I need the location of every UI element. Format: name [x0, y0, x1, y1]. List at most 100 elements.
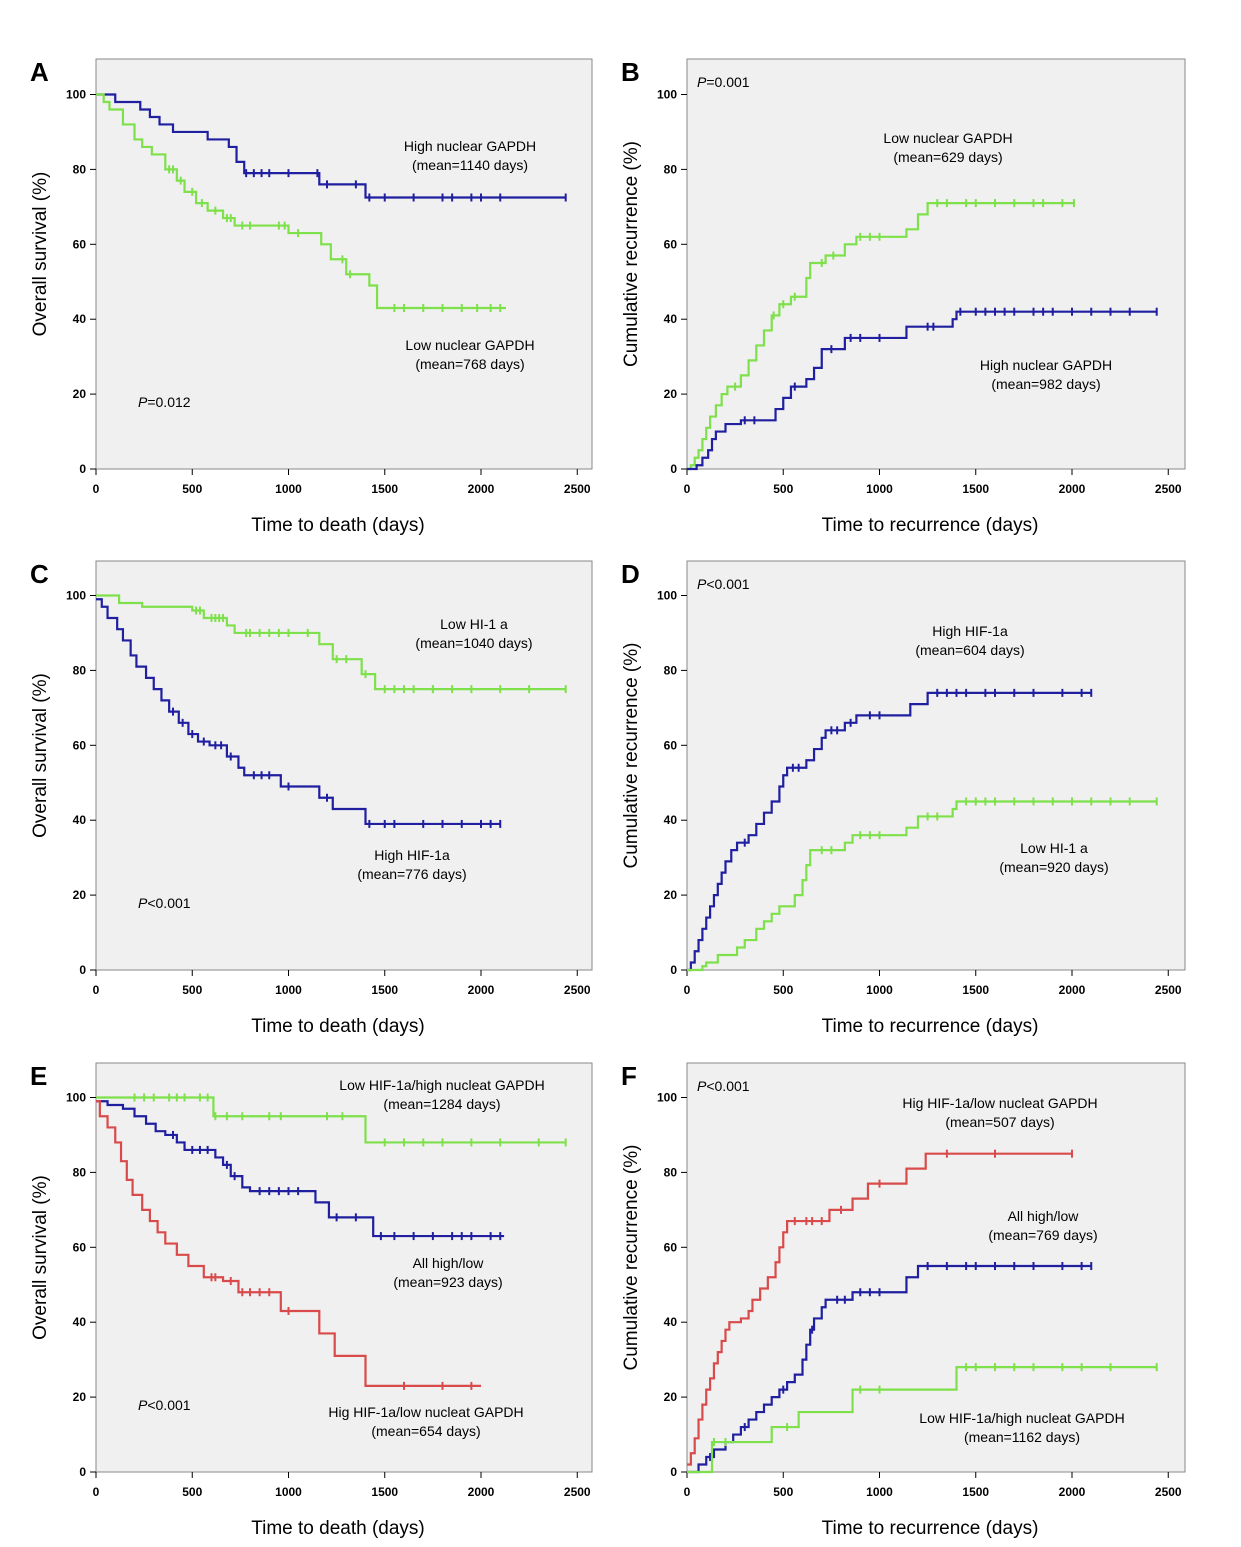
panel-letter: B	[621, 57, 640, 87]
p-value-letter: P	[138, 394, 148, 410]
panel-e: E 0 500 1000 1500 2000 2500 0 20 40 60 80 100 Time to…	[30, 1061, 593, 1539]
series-mean-label: (mean=1040 days)	[415, 635, 532, 651]
series-mean-label: (mean=1140 days)	[412, 157, 528, 173]
x-tick-label: 1000	[866, 1485, 893, 1499]
x-axis-title: Time to death (days)	[251, 1518, 425, 1539]
x-tick-label: 0	[684, 482, 691, 496]
y-tick-label: 0	[79, 963, 86, 977]
survival-curve	[96, 1100, 481, 1387]
panel-letter: E	[30, 1061, 47, 1091]
x-tick-label: 1500	[371, 983, 398, 997]
p-value-letter: P	[697, 74, 707, 90]
y-tick-label: 100	[66, 589, 86, 603]
series-label: Low HI-1 a	[440, 616, 508, 632]
y-tick-label: 100	[657, 1091, 677, 1105]
x-tick-label: 2000	[468, 983, 495, 997]
series-label: High HIF-1a	[932, 623, 1008, 639]
p-value: P=0.001	[697, 74, 750, 90]
x-tick-label: 2000	[468, 482, 495, 496]
survival-curve	[687, 1366, 1157, 1474]
y-tick-label: 20	[664, 1390, 678, 1404]
y-tick-label: 80	[664, 663, 678, 677]
series-label: High HIF-1a	[374, 847, 450, 863]
y-tick-label: 80	[73, 663, 87, 677]
panel-letter: F	[621, 1061, 637, 1091]
series-mean-label: (mean=982 days)	[991, 376, 1100, 392]
p-value: P<0.001	[138, 895, 191, 911]
series-mean-label: (mean=768 days)	[415, 356, 524, 372]
x-tick-label: 1000	[866, 983, 893, 997]
y-tick-label: 80	[73, 162, 87, 176]
y-tick-label: 20	[73, 387, 87, 401]
x-tick-label: 2500	[1155, 1485, 1182, 1499]
p-value-number: <0.001	[706, 1078, 749, 1094]
p-value-number: <0.001	[147, 895, 190, 911]
plot-frame	[95, 560, 593, 971]
x-tick-label: 0	[93, 983, 100, 997]
x-tick-label: 1000	[275, 482, 302, 496]
series-mean-label: (mean=776 days)	[357, 866, 466, 882]
y-tick-label: 40	[73, 813, 87, 827]
series-label: Hig HIF-1a/low nucleat GAPDH	[328, 1404, 523, 1420]
x-tick-label: 2000	[468, 1485, 495, 1499]
series-label: Low nuclear GAPDH	[405, 337, 534, 353]
survival-curve	[687, 691, 1092, 972]
panel-a: A 0 500 1000 1500 2000 2500 0 20 40 60 80 100 Time to…	[30, 57, 593, 536]
y-tick-label: 0	[670, 1465, 677, 1479]
series-label: All high/low	[413, 1255, 485, 1271]
x-tick-label: 2000	[1059, 983, 1086, 997]
y-axis-title: Overall survival (%)	[30, 172, 51, 337]
x-axis-title: Time to death (days)	[251, 515, 425, 536]
survival-curve	[96, 1096, 566, 1144]
y-tick-label: 100	[66, 88, 86, 102]
p-value-letter: P	[697, 1078, 707, 1094]
x-tick-label: 1000	[275, 1485, 302, 1499]
x-tick-label: 500	[182, 482, 202, 496]
y-tick-label: 0	[670, 462, 677, 476]
y-tick-label: 80	[664, 1165, 678, 1179]
x-axis-title: Time to death (days)	[251, 1016, 425, 1037]
y-axis-title: Overall survival (%)	[30, 1175, 51, 1340]
y-tick-label: 60	[664, 237, 678, 251]
series-mean-label: (mean=604 days)	[915, 642, 1024, 658]
x-axis-title: Time to recurrence (days)	[822, 1016, 1039, 1037]
y-tick-label: 20	[73, 888, 87, 902]
y-tick-label: 20	[664, 888, 678, 902]
series-mean-label: (mean=1162 days)	[964, 1429, 1080, 1445]
plot-frame	[95, 1062, 593, 1473]
x-tick-label: 0	[684, 983, 691, 997]
x-tick-label: 500	[773, 482, 793, 496]
x-tick-label: 1000	[866, 482, 893, 496]
series-mean-label: (mean=920 days)	[999, 859, 1108, 875]
y-tick-label: 100	[657, 589, 677, 603]
p-value-number: =0.012	[147, 394, 190, 410]
x-tick-label: 500	[773, 1485, 793, 1499]
panel-f: F 0 500 1000 1500 2000 2500 0 20 40 60 80 100 Time to…	[621, 1061, 1186, 1539]
y-axis-title: Cumulative recurrence (%)	[621, 141, 642, 367]
x-tick-label: 0	[93, 482, 100, 496]
y-axis-title: Cumulative recurrence (%)	[621, 1145, 642, 1371]
series-label: High nuclear GAPDH	[404, 138, 536, 154]
series-label: High nuclear GAPDH	[980, 357, 1112, 373]
x-tick-label: 1500	[371, 1485, 398, 1499]
series-mean-label: (mean=629 days)	[893, 149, 1002, 165]
survival-curve	[96, 93, 507, 310]
p-value: P<0.001	[697, 1078, 750, 1094]
p-value-number: <0.001	[147, 1397, 190, 1413]
y-tick-label: 0	[79, 1465, 86, 1479]
panel-c: C 0 500 1000 1500 2000 2500 0 20 40 60 80 100 Time to…	[30, 559, 593, 1037]
x-axis-title: Time to recurrence (days)	[822, 515, 1039, 536]
series-label: Low HIF-1a/high nucleat GAPDH	[919, 1410, 1124, 1426]
panel-d: D 0 500 1000 1500 2000 2500 0 20 40 60 80 100 Time to…	[621, 559, 1186, 1037]
x-tick-label: 0	[684, 1485, 691, 1499]
panel-letter: C	[30, 559, 49, 589]
y-tick-label: 0	[79, 462, 86, 476]
survival-curve	[96, 93, 566, 199]
panel-letter: A	[30, 57, 49, 87]
survival-curve	[687, 310, 1157, 471]
x-tick-label: 2000	[1059, 1485, 1086, 1499]
x-tick-label: 1000	[275, 983, 302, 997]
series-mean-label: (mean=1284 days)	[383, 1096, 500, 1112]
x-tick-label: 2500	[564, 983, 591, 997]
